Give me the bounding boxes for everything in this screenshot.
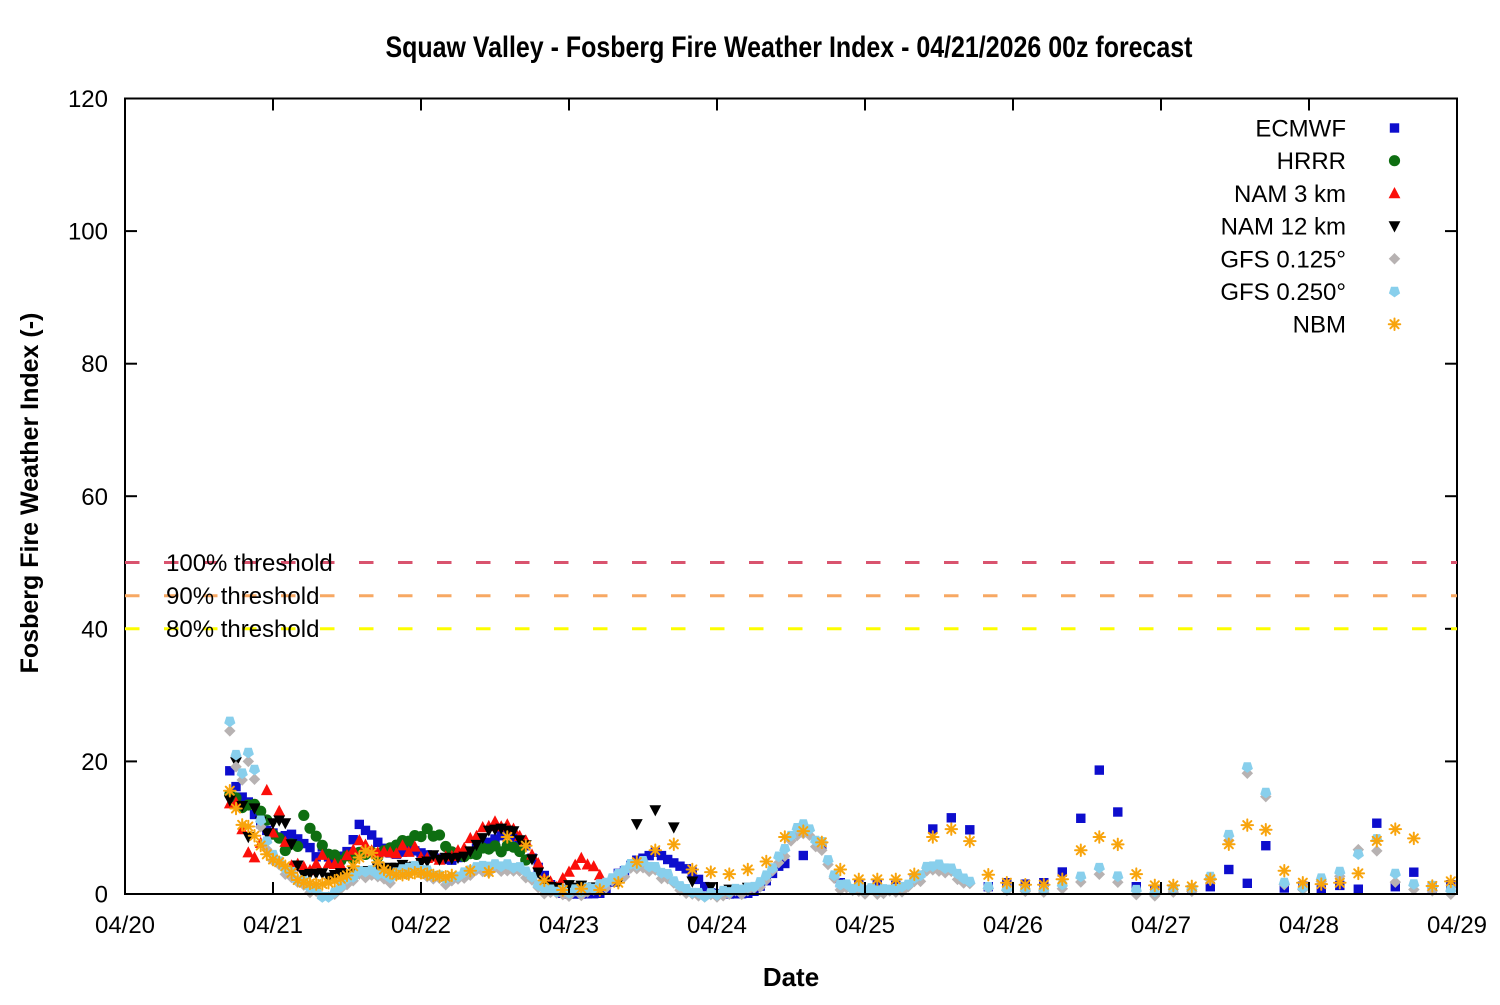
svg-text:Fosberg Fire Weather Index (-): Fosberg Fire Weather Index (-) [16,313,44,674]
svg-text:NBM: NBM [1293,312,1346,339]
svg-text:GFS 0.250°: GFS 0.250° [1220,279,1346,306]
svg-text:04/27: 04/27 [1131,912,1191,939]
svg-text:Date: Date [763,962,819,992]
svg-text:HRRR: HRRR [1277,148,1346,175]
svg-text:ECMWF: ECMWF [1255,116,1346,143]
svg-text:GFS 0.125°: GFS 0.125° [1220,246,1346,273]
svg-text:80% threshold: 80% threshold [166,616,319,643]
svg-text:04/26: 04/26 [983,912,1043,939]
svg-text:04/22: 04/22 [391,912,451,939]
svg-text:60: 60 [81,484,108,511]
svg-text:04/23: 04/23 [539,912,599,939]
svg-text:40: 40 [81,616,108,643]
svg-text:0: 0 [95,882,108,909]
svg-text:20: 20 [81,749,108,776]
svg-text:04/21: 04/21 [243,912,303,939]
svg-text:04/28: 04/28 [1279,912,1339,939]
svg-text:NAM 3 km: NAM 3 km [1234,181,1346,208]
svg-text:80: 80 [81,351,108,378]
svg-text:04/25: 04/25 [835,912,895,939]
svg-text:90% threshold: 90% threshold [166,583,319,610]
svg-text:Squaw Valley - Fosberg Fire We: Squaw Valley - Fosberg Fire Weather Inde… [386,31,1193,64]
svg-text:04/20: 04/20 [95,912,155,939]
svg-text:100: 100 [68,219,108,246]
svg-text:100% threshold: 100% threshold [166,550,333,577]
svg-text:NAM 12 km: NAM 12 km [1221,214,1346,241]
svg-text:120: 120 [68,86,108,113]
svg-text:04/29: 04/29 [1427,912,1487,939]
svg-text:04/24: 04/24 [687,912,747,939]
